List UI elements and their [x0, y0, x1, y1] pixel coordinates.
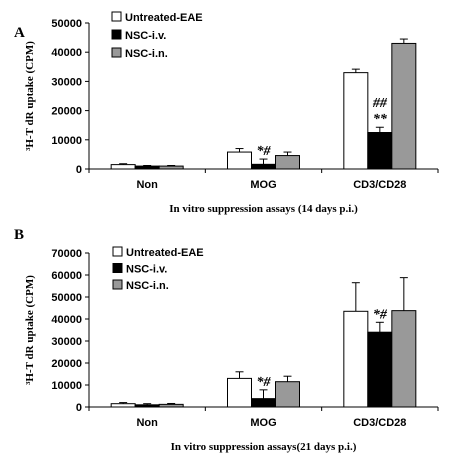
- bar-nsc-i-n-: [391, 42, 417, 170]
- bar-untreated-eae: [227, 151, 252, 170]
- legend-swatch: [111, 11, 122, 22]
- y-tick-label: 40000: [51, 314, 82, 326]
- y-tick-label: 30000: [51, 336, 82, 348]
- bar-untreated-eae: [343, 310, 369, 408]
- x-tick-label: Non: [136, 417, 158, 429]
- chart-panel-A: A 0 10000 20000 30000 40000 50000 Non MOG CD3/CD2…: [14, 11, 439, 215]
- bar-nsc-i-n-: [391, 310, 417, 408]
- x-axis-label: In vitro suppression assays(21 days p.i.…: [171, 441, 357, 453]
- bar-nsc-i-n-: [275, 381, 300, 408]
- bar-nsc-i-v-: [367, 132, 393, 170]
- legend-label: Untreated-EAE: [126, 247, 204, 259]
- bar-nsc-i-n-: [158, 403, 184, 408]
- panel-letter: B: [14, 227, 24, 243]
- x-tick-label: CD3/CD28: [353, 417, 406, 429]
- bar-nsc-i-v-: [251, 398, 276, 408]
- y-tick-label: 60000: [51, 270, 82, 282]
- y-tick-label: 50000: [51, 292, 82, 304]
- x-tick-label: MOG: [250, 179, 276, 191]
- legend-label: NSC-i.v.: [125, 30, 166, 42]
- y-axis-label: ³H-T dR uptake (CPM): [24, 41, 36, 151]
- bar-nsc-i-v-: [134, 165, 160, 170]
- y-tick-label: 0: [76, 402, 82, 414]
- bar-untreated-eae: [227, 377, 252, 408]
- significance-marker: *#: [257, 375, 272, 390]
- bar-nsc-i-v-: [251, 163, 276, 170]
- bar-nsc-i-v-: [367, 331, 393, 408]
- bar-nsc-i-n-: [158, 165, 184, 170]
- x-tick-label: Non: [136, 179, 158, 191]
- bar-untreated-eae: [343, 72, 369, 170]
- legend-swatch: [112, 246, 123, 257]
- y-tick-label: 10000: [51, 380, 82, 392]
- legend-label: NSC-i.n.: [126, 280, 169, 292]
- significance-marker: *#: [373, 307, 388, 322]
- y-tick-label: 70000: [51, 248, 82, 260]
- y-tick-label: 20000: [51, 358, 82, 370]
- legend-label: NSC-i.v.: [126, 264, 167, 276]
- legend-swatch: [112, 263, 123, 273]
- significance-marker: *#: [257, 144, 272, 159]
- significance-marker: **: [373, 112, 388, 127]
- y-tick-label: 10000: [51, 135, 82, 147]
- legend-swatch: [111, 47, 122, 58]
- legend-swatch: [111, 29, 122, 40]
- legend-label: Untreated-EAE: [125, 12, 203, 24]
- y-tick-label: 50000: [51, 18, 82, 30]
- significance-marker: ##: [372, 96, 388, 111]
- bar-nsc-i-n-: [275, 155, 300, 170]
- panel-letter: A: [14, 25, 25, 41]
- legend: Untreated-EAE NSC-i.v. NSC-i.n.: [112, 246, 204, 292]
- chart-panel-B: B 0 10000 20000 30000 40000 50000 60000 70000 Non…: [14, 227, 439, 453]
- legend-swatch: [112, 279, 123, 290]
- legend-label: NSC-i.n.: [125, 48, 168, 60]
- y-axis-label: ³H-T dR uptake (CPM): [24, 275, 36, 385]
- y-tick-label: 0: [76, 164, 82, 176]
- y-tick-label: 20000: [51, 106, 82, 118]
- y-tick-label: 40000: [51, 47, 82, 59]
- x-axis-label: In vitro suppression assays (14 days p.i…: [169, 203, 358, 215]
- bar-untreated-eae: [110, 403, 136, 408]
- y-tick-label: 30000: [51, 76, 82, 88]
- x-tick-label: MOG: [250, 417, 276, 429]
- bar-untreated-eae: [110, 164, 136, 170]
- legend: Untreated-EAE NSC-i.v. NSC-i.n.: [111, 11, 203, 60]
- bar-nsc-i-v-: [134, 404, 160, 408]
- x-tick-label: CD3/CD28: [353, 179, 406, 191]
